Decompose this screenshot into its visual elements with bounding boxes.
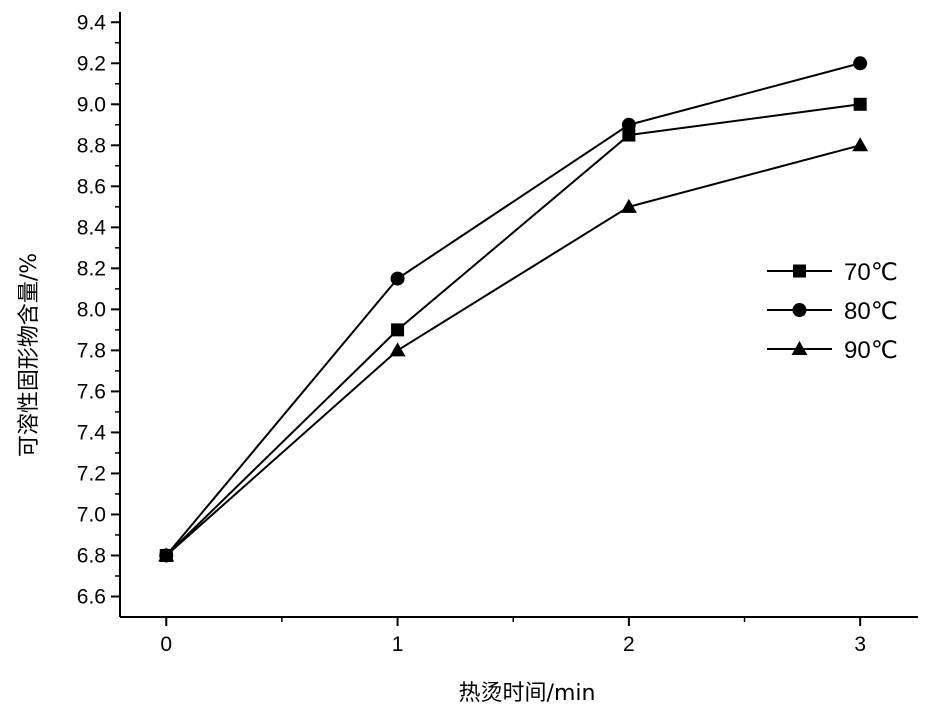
y-tick-label: 8.8 [77, 134, 106, 157]
x-tick-label: 3 [854, 633, 866, 656]
data-point [853, 97, 867, 111]
y-tick-label: 7.6 [77, 380, 106, 403]
y-axis-title: 可溶性固形物含量/% [17, 253, 42, 457]
data-point [391, 323, 405, 337]
data-point [390, 271, 405, 286]
legend-marker [793, 264, 806, 278]
y-tick-label: 9.4 [77, 11, 107, 34]
x-axis-title: 热烫时间/min [459, 681, 596, 706]
y-tick-label: 7.4 [77, 421, 107, 444]
series-line [165, 144, 861, 557]
legend: 70℃ 80℃ 90℃ [767, 259, 898, 364]
x-tick-label: 1 [392, 633, 404, 656]
legend-marker [792, 303, 807, 317]
legend-item: 70℃ [767, 259, 898, 286]
data-point [621, 117, 636, 132]
y-tick-label: 7.8 [77, 339, 106, 362]
y-tick-label: 8.4 [77, 216, 107, 239]
legend-label: 90℃ [844, 337, 898, 364]
series-2 [159, 56, 868, 563]
y-tick-label: 9.2 [77, 52, 106, 75]
y-tick-label: 6.6 [77, 585, 106, 608]
legend-item: 90℃ [767, 337, 898, 364]
legend-marker [791, 341, 808, 355]
data-point [389, 342, 406, 357]
x-tick-label: 0 [160, 633, 172, 656]
y-tick-label: 8.2 [77, 257, 106, 280]
series-line [165, 62, 861, 557]
series-line [165, 103, 861, 557]
y-tick-label: 8.0 [77, 298, 106, 321]
y-tick-label: 8.6 [77, 175, 106, 198]
series-group [158, 56, 869, 563]
data-point [158, 547, 175, 562]
y-tick-label: 7.0 [77, 503, 106, 526]
y-tick-label: 9.0 [77, 93, 106, 116]
x-tick-label: 2 [623, 633, 635, 656]
series-1 [159, 97, 867, 562]
series-3 [158, 137, 869, 562]
legend-label: 70℃ [844, 259, 898, 286]
legend-item: 80℃ [767, 298, 898, 325]
ticks: 6.6 6.8 7.0 7.2 7.4 7.6 7.8 8.0 8.2 8.4 8.6 8.8 9.0 9… [77, 11, 866, 656]
data-point [622, 128, 636, 142]
axes [119, 12, 918, 618]
data-point [620, 198, 637, 213]
data-point [852, 137, 869, 152]
legend-label: 80℃ [844, 298, 898, 325]
y-tick-label: 7.2 [77, 462, 106, 485]
y-tick-label: 6.8 [77, 544, 106, 567]
data-point [853, 56, 868, 71]
